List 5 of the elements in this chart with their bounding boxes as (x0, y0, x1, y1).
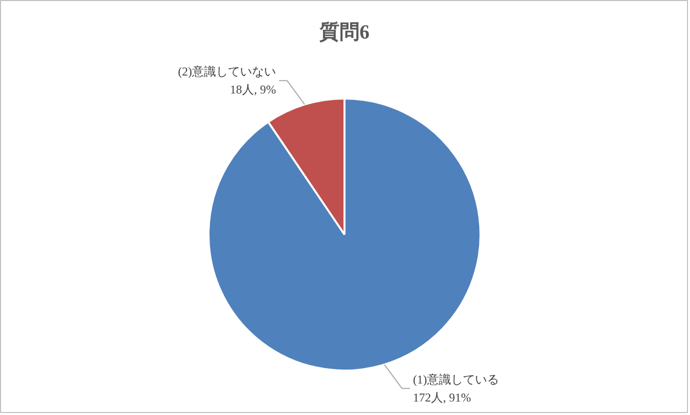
data-label: 18人, 9% (230, 82, 276, 97)
slice-label: (2)意識していない (178, 64, 276, 78)
data-label: 172人, 91% (412, 390, 471, 405)
chart-title: 質問6 (318, 20, 370, 44)
slice-label: (1)意識している (412, 372, 499, 386)
